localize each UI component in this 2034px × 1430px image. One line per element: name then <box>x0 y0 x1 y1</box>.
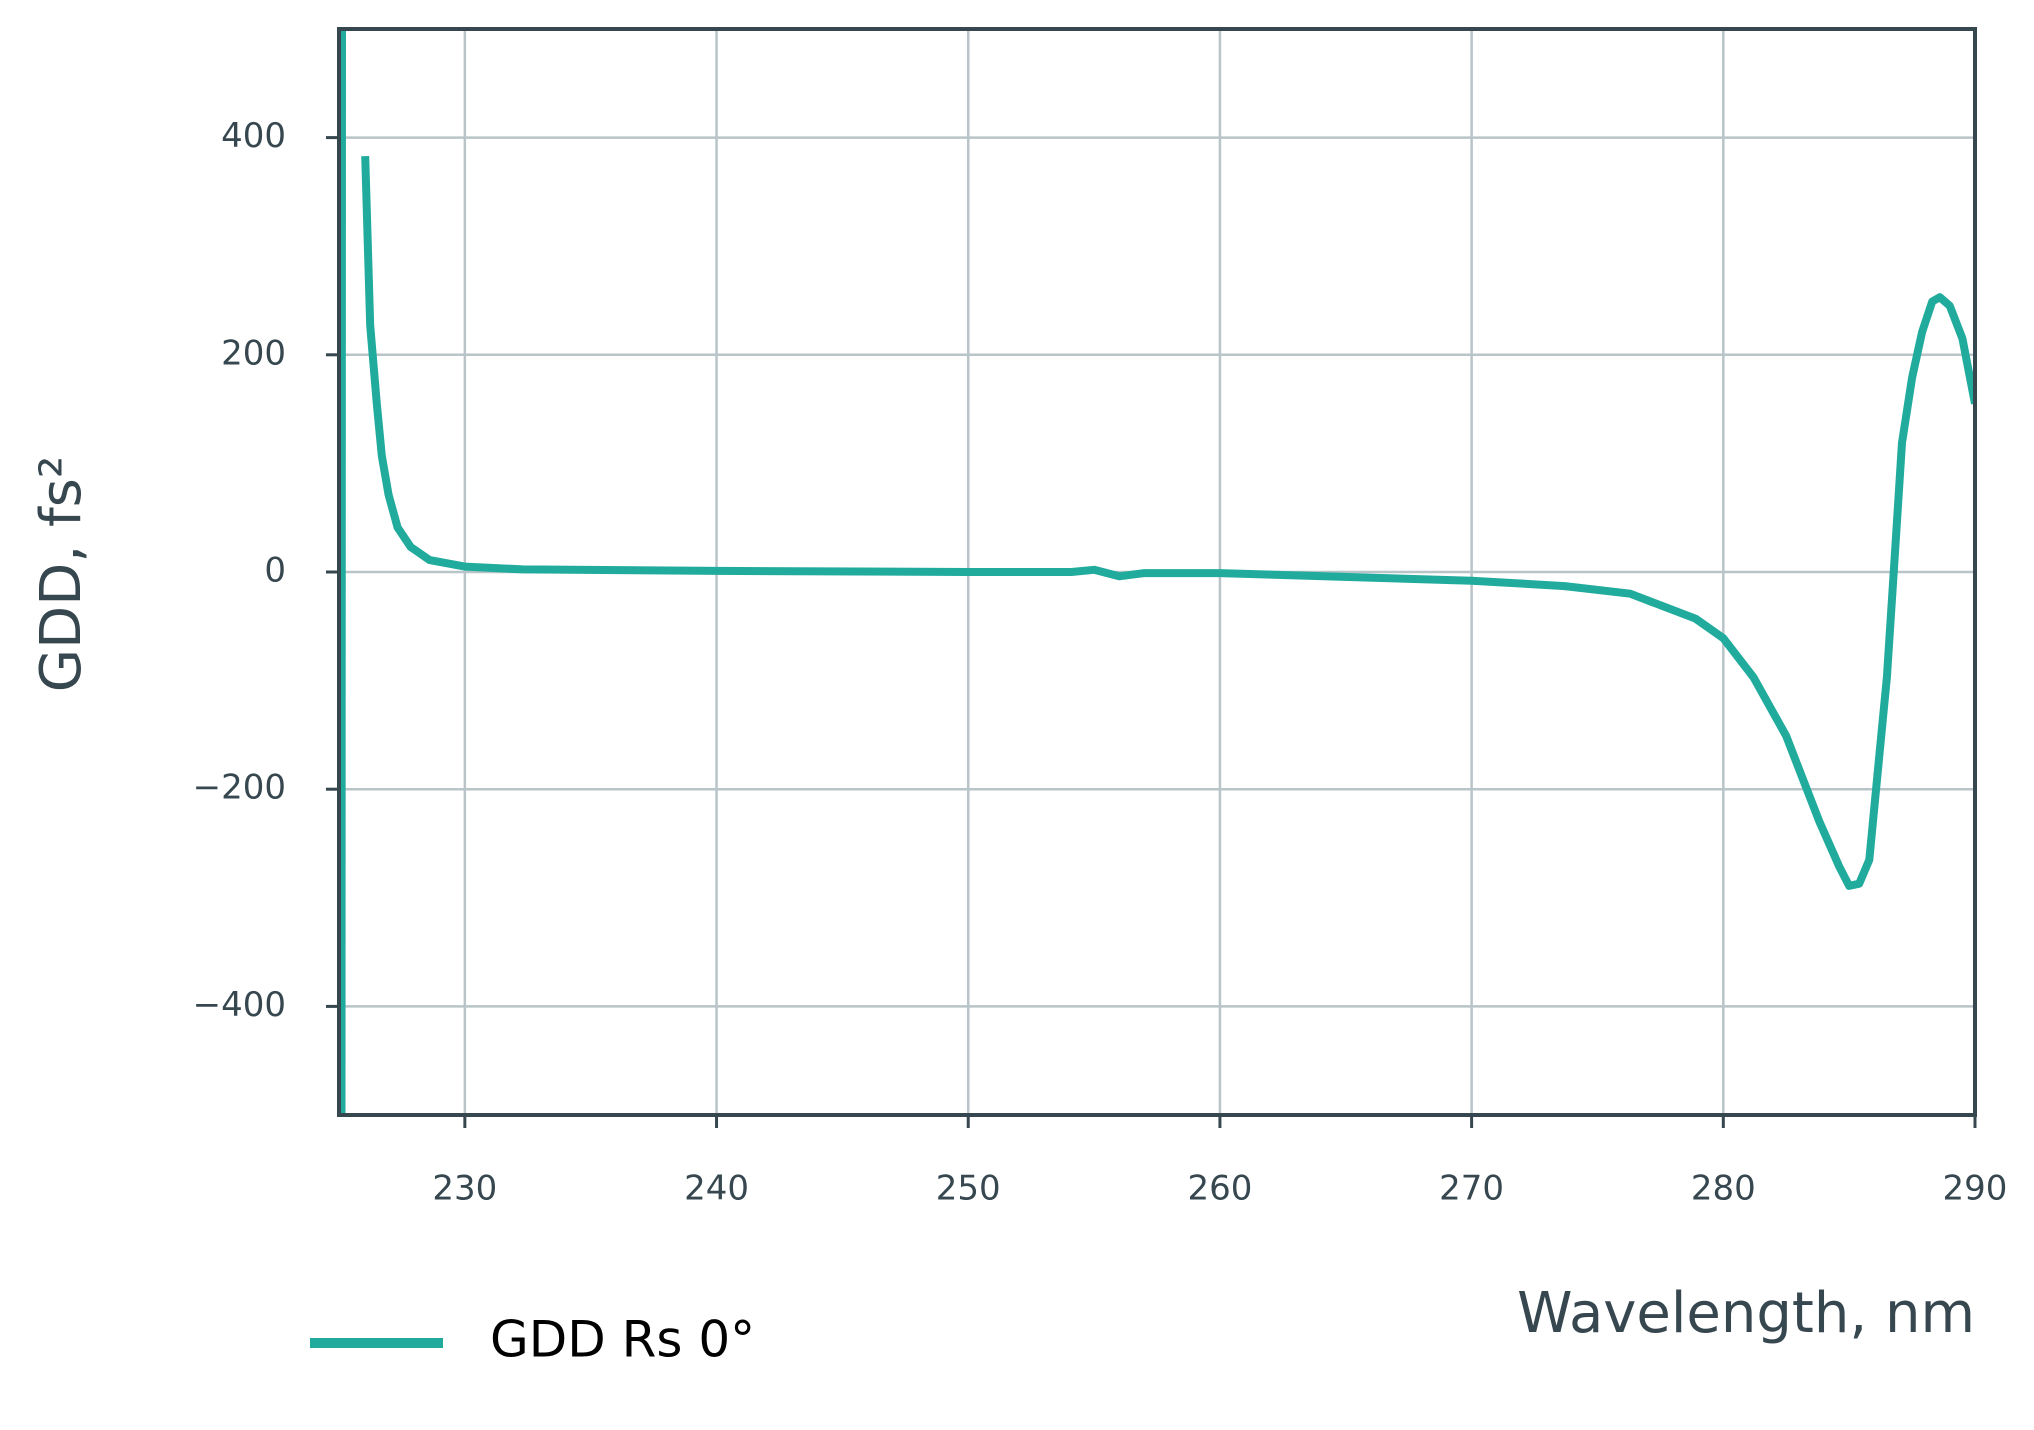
data-line <box>339 29 1975 1115</box>
x-tick-label: 270 <box>1439 1169 1504 1209</box>
x-tick-label: 260 <box>1187 1169 1252 1209</box>
y-tick-label: 0 <box>264 551 286 591</box>
y-tick-label: −400 <box>193 985 286 1025</box>
legend-label: GDD Rs 0° <box>490 1311 755 1369</box>
x-tick-label: 240 <box>684 1169 749 1209</box>
x-axis-label: Wavelength, nm <box>1517 1281 1975 1346</box>
y-tick-label: 200 <box>221 333 286 373</box>
x-tick-label: 230 <box>432 1169 497 1209</box>
plot-frame <box>337 27 1977 1117</box>
x-tick-label: 280 <box>1691 1169 1756 1209</box>
y-axis-label: GDD, fs² <box>29 456 94 693</box>
x-tick-label: 290 <box>1943 1169 2008 1209</box>
y-tick-label: −200 <box>193 768 286 808</box>
x-tick-label: 250 <box>936 1169 1001 1209</box>
y-tick-label: 400 <box>221 116 286 156</box>
